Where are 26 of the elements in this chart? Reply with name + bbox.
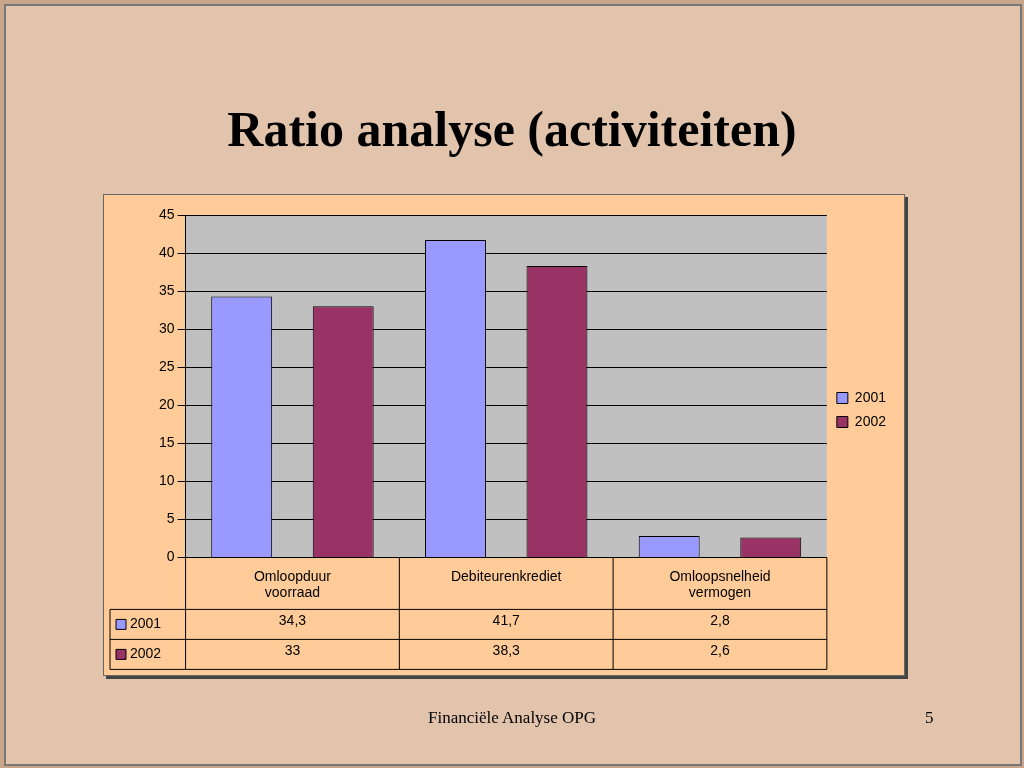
y-tick-label: 10 [158,472,175,489]
text: 2002 [130,645,162,662]
text: Financiële Analyse OPG [427,708,597,727]
y-tick-label: 40 [158,243,175,260]
chart-title: Ratio analyse (activiteiten) [226,100,798,158]
y-tick-label: 45 [158,205,175,222]
data-label: 41,7 [492,612,521,629]
x-tick-label: Debiteurenkrediet [450,567,562,584]
y-tick-label: 30 [158,319,175,336]
y-tick-label: 0 [166,548,175,565]
data-label: 2,6 [710,642,730,659]
y-tick-label: 5 [166,510,175,527]
legend-label: 2001 [130,615,162,632]
data-label: 38,3 [492,642,521,659]
text: 2001 [854,388,887,405]
x-tick-label: Omloopduur voorraad [253,567,332,601]
text: 5 [925,708,934,728]
y-tick-label: 25 [158,358,175,375]
y-tick-label: 15 [158,434,175,451]
legend-label: 2002 [854,412,887,429]
data-label: 2,8 [710,612,730,629]
data-label: 34,3 [278,612,307,629]
x-tick-label: Omloopsnelheid vermogen [669,567,771,601]
y-tick-label: 20 [158,396,175,413]
y-tick-label: 35 [158,281,175,298]
data-label: 33 [284,642,301,659]
